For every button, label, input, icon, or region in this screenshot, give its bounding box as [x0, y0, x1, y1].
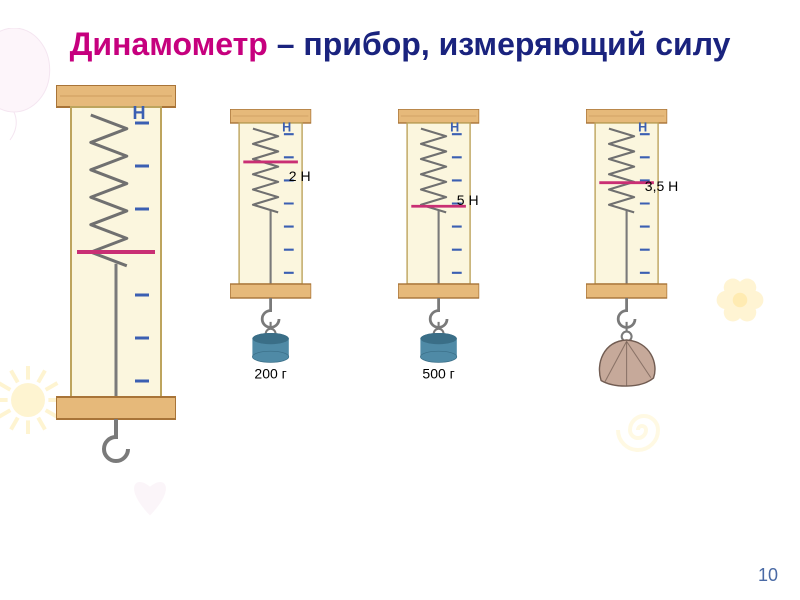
svg-text:Н: Н [133, 103, 146, 123]
weight-rock [593, 322, 660, 395]
slide-number: 10 [758, 565, 778, 586]
title-main: Динамометр [70, 26, 268, 62]
dynamometer-svg: Н [586, 109, 667, 340]
device-1: Н 2 Н 200 г [230, 109, 311, 383]
svg-text:Н: Н [450, 120, 459, 134]
device-0: Н [56, 85, 176, 479]
device-2: Н 5 Н 500 г [398, 109, 479, 383]
weight-label: 200 г [230, 367, 311, 383]
svg-text:Н: Н [282, 120, 291, 134]
slide-title: Динамометр – прибор, измеряющий силу [0, 0, 800, 63]
device-3: Н 3,5 Н [586, 109, 667, 395]
title-sub: – прибор, измеряющий силу [268, 26, 731, 62]
reading-label: 2 Н [289, 169, 311, 185]
weight-label: 500 г [398, 367, 479, 383]
reading-label: 3,5 Н [645, 179, 678, 195]
svg-text:Н: Н [638, 120, 647, 134]
weight-cylinder [251, 322, 290, 365]
dynamometer-svg: Н [56, 85, 176, 479]
reading-label: 5 Н [457, 193, 479, 209]
weight-cylinder [419, 322, 458, 365]
dynamometer-svg: Н [398, 109, 479, 340]
dynamometer-svg: Н [230, 109, 311, 340]
devices-row: Н Н 2 Н 200 г [0, 79, 800, 499]
